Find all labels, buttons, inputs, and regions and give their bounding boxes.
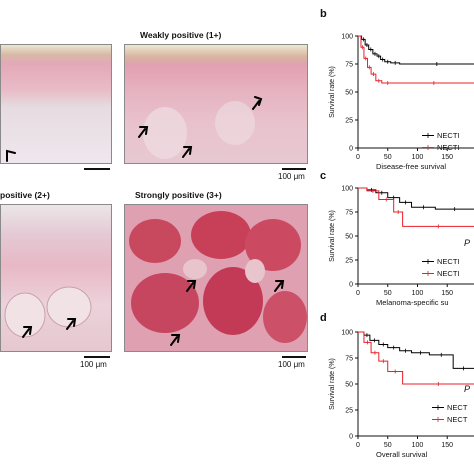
survival-chart-overall: 0 25 50 75 100 0 50 100 150 Survival rate (%) Over… [329,330,474,459]
x-axis-label: Melanoma-specific su [376,298,449,307]
legend-entry: NECTI [437,269,460,278]
y-tick-label: 25 [345,118,353,125]
y-tick-label: 100 [341,186,353,193]
series-line-low [358,35,474,65]
panel-title: Weakly positive (1+) [140,30,222,40]
y-tick-label: 100 [341,330,353,337]
scale-bar [84,168,110,170]
y-tick-label: 25 [345,258,353,265]
y-tick-label: 0 [349,146,353,153]
panel-title: Strongly positive (3+) [135,190,222,200]
panel-letter-d: d [320,312,327,324]
arrow-marks [125,205,307,351]
histology-image [124,204,308,352]
x-tick-label: 150 [441,154,453,161]
y-axis-label: Survival rate (%) [329,358,336,410]
y-tick-label: 100 [341,34,353,41]
histology-image [0,204,112,352]
scale-label: 100 μm [278,360,305,369]
y-tick-label: 50 [345,234,353,241]
series-line-high [358,331,474,385]
p-value-label: P [464,384,470,394]
legend-entry: NECT [447,415,468,424]
y-tick-label: 75 [345,356,353,363]
legend-entry: NECTI [437,143,460,152]
arrow-marks [4,286,92,338]
scale-label: 100 μm [80,360,107,369]
panel-title: positive (2+) [0,190,50,200]
arrow-marks [6,149,16,162]
x-axis-label: Overall survival [376,450,428,459]
scale-label: 100 μm [278,172,305,181]
x-tick-label: 100 [412,154,424,161]
x-tick-label: 50 [384,290,392,297]
legend-entry: NECT [447,403,468,412]
legend-entry: NECTI [437,257,460,266]
panel-letter-b: b [320,8,327,20]
histology-image [0,44,112,164]
survival-chart-melanoma-specific: 0 25 50 75 100 0 50 100 150 Survival rate (%) Mela… [329,186,474,307]
x-tick-label: 0 [356,442,360,449]
y-tick-label: 75 [345,210,353,217]
y-tick-label: 0 [349,282,353,289]
scale-bar [282,168,306,170]
x-axis-label: Disease-free survival [376,162,446,171]
survival-chart-disease-free: 0 25 50 75 100 0 50 100 150 Survival rate (%) Dise… [329,34,474,171]
y-axis-label: Survival rate (%) [329,66,336,118]
x-tick-label: 50 [384,442,392,449]
scale-bar [84,356,110,358]
x-tick-label: 0 [356,290,360,297]
y-tick-label: 0 [349,434,353,441]
p-value-label: P [464,238,470,248]
x-tick-label: 150 [441,442,453,449]
legend-entry: NECTI [437,131,460,140]
y-tick-label: 50 [345,382,353,389]
y-tick-label: 50 [345,90,353,97]
series-line-high [358,35,474,84]
x-tick-label: 50 [384,154,392,161]
x-tick-label: 100 [412,442,424,449]
x-tick-label: 0 [356,154,360,161]
y-tick-label: 75 [345,62,353,69]
x-tick-label: 150 [441,290,453,297]
histology-image [124,44,308,164]
y-tick-label: 25 [345,408,353,415]
arrow-marks [138,96,263,159]
y-axis-label: Survival rate (%) [329,210,336,262]
x-tick-label: 100 [412,290,424,297]
scale-bar [282,356,306,358]
series-line-low [358,331,474,369]
panel-letter-c: c [320,170,327,182]
